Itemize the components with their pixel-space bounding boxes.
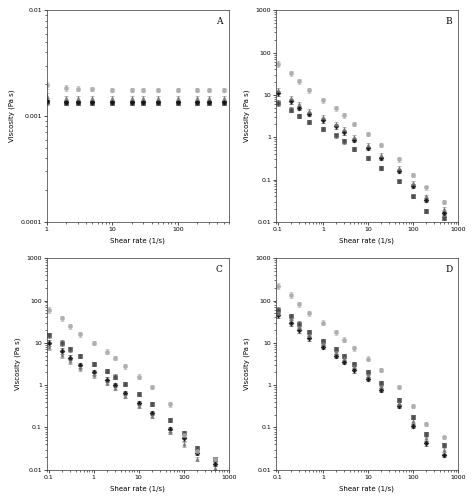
Text: C: C (216, 264, 223, 274)
Text: A: A (216, 16, 222, 26)
X-axis label: Shear rate (1/s): Shear rate (1/s) (339, 237, 394, 244)
Text: D: D (445, 264, 452, 274)
Y-axis label: Viscosity (Pa s): Viscosity (Pa s) (244, 90, 250, 142)
X-axis label: Shear rate (1/s): Shear rate (1/s) (110, 485, 165, 492)
Y-axis label: Viscosity (Pa s): Viscosity (Pa s) (244, 338, 250, 390)
Text: B: B (445, 16, 452, 26)
X-axis label: Shear rate (1/s): Shear rate (1/s) (339, 485, 394, 492)
Y-axis label: Viscosity (Pa s): Viscosity (Pa s) (9, 90, 15, 142)
Y-axis label: Viscosity (Pa s): Viscosity (Pa s) (14, 338, 21, 390)
X-axis label: Shear rate (1/s): Shear rate (1/s) (110, 237, 165, 244)
